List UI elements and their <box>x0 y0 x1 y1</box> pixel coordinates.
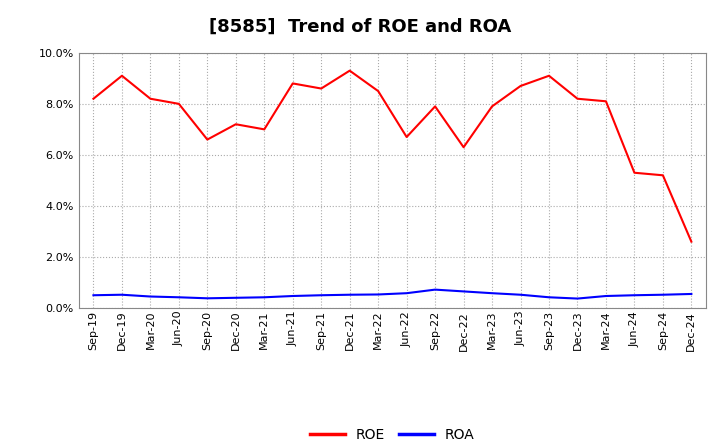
ROE <box>346 68 354 73</box>
ROE <box>431 104 439 109</box>
ROE <box>174 101 183 106</box>
ROE <box>374 88 382 94</box>
Line: ROE: ROE <box>94 71 691 242</box>
ROE <box>487 104 496 109</box>
ROE <box>317 86 325 91</box>
ROA <box>402 290 411 296</box>
ROA <box>659 292 667 297</box>
ROA <box>289 293 297 299</box>
Legend: ROE, ROA: ROE, ROA <box>305 422 480 440</box>
ROA <box>687 291 696 297</box>
ROE <box>602 99 611 104</box>
ROA <box>459 289 468 294</box>
ROE <box>573 96 582 101</box>
ROA <box>117 292 126 297</box>
ROA <box>232 295 240 301</box>
ROE <box>459 145 468 150</box>
ROA <box>146 294 155 299</box>
ROA <box>203 296 212 301</box>
ROA <box>545 295 554 300</box>
ROA <box>516 292 525 297</box>
ROA <box>431 287 439 292</box>
ROE <box>687 239 696 244</box>
ROA <box>317 293 325 298</box>
ROE <box>630 170 639 176</box>
ROA <box>602 293 611 299</box>
ROA <box>89 293 98 298</box>
ROE <box>89 96 98 101</box>
ROE <box>659 172 667 178</box>
ROA <box>374 292 382 297</box>
Text: [8585]  Trend of ROE and ROA: [8585] Trend of ROE and ROA <box>209 18 511 36</box>
ROA <box>260 295 269 300</box>
ROA <box>174 295 183 300</box>
ROE <box>516 83 525 88</box>
Line: ROA: ROA <box>94 290 691 299</box>
ROA <box>573 296 582 301</box>
ROE <box>232 121 240 127</box>
ROE <box>203 137 212 142</box>
ROE <box>117 73 126 78</box>
ROE <box>260 127 269 132</box>
ROE <box>289 81 297 86</box>
ROA <box>487 290 496 296</box>
ROE <box>402 134 411 139</box>
ROA <box>630 293 639 298</box>
ROE <box>545 73 554 78</box>
ROA <box>346 292 354 297</box>
ROE <box>146 96 155 101</box>
